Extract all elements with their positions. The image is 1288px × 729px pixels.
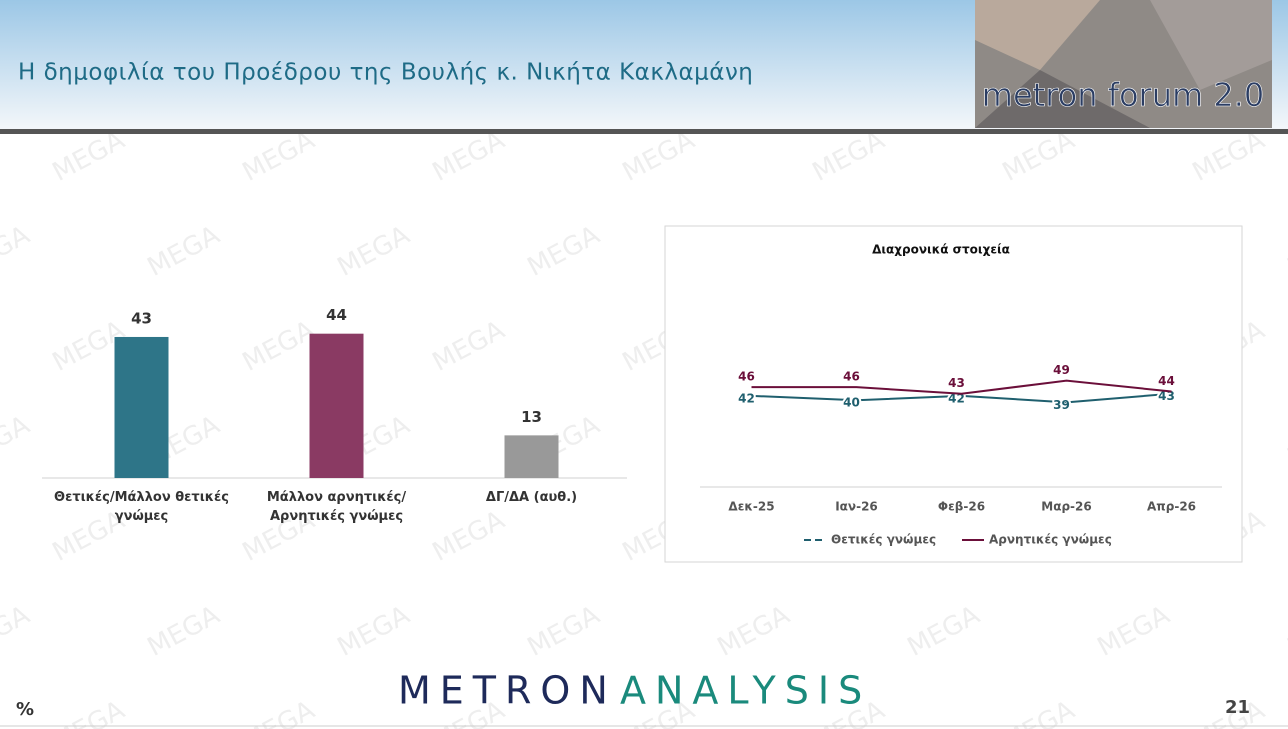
watermark: MEGA xyxy=(1188,125,1270,188)
data-label: 43 xyxy=(948,376,965,390)
watermark: MEGA xyxy=(713,600,795,663)
value-label: 43 xyxy=(131,309,152,327)
slide-title: Η δημοφιλία του Προέδρου της Βουλής κ. Ν… xyxy=(18,60,753,86)
brand-left: METRON xyxy=(398,669,617,713)
watermark: MEGA xyxy=(238,695,320,729)
legend-label: Αρνητικές γνώμες xyxy=(989,533,1112,547)
logo-shape xyxy=(975,0,1100,70)
series-line xyxy=(751,379,1172,395)
x-tick-label: Φεβ-26 xyxy=(938,500,985,514)
logo-shape xyxy=(1150,0,1272,90)
watermark: MEGA xyxy=(143,220,225,283)
bar xyxy=(309,333,364,478)
page-number: 21 xyxy=(1225,697,1250,718)
value-label: 44 xyxy=(326,306,347,324)
bar xyxy=(114,336,169,478)
x-tick-label: Ιαν-26 xyxy=(835,500,878,514)
watermark: MEGA xyxy=(238,315,320,378)
value-label: 13 xyxy=(521,408,542,426)
watermark: MEGA xyxy=(1283,600,1288,663)
series-line xyxy=(751,392,1172,404)
brand-right: ANALYSIS xyxy=(620,669,871,713)
watermark: MEGA xyxy=(523,220,605,283)
x-tick-label: Απρ-26 xyxy=(1147,500,1196,514)
x-tick-label: Δεκ-25 xyxy=(728,500,774,514)
watermark: MEGA xyxy=(333,220,415,283)
x-tick-label: ΔΓ/ΔΑ (αυθ.) xyxy=(485,490,578,505)
data-label: 46 xyxy=(843,370,860,384)
watermark: MEGA xyxy=(618,125,700,188)
data-label: 43 xyxy=(1158,389,1175,403)
watermark: MEGA xyxy=(0,600,35,663)
data-label: 42 xyxy=(738,391,755,405)
data-label: 49 xyxy=(1053,363,1070,377)
x-tick-label: Μαρ-26 xyxy=(1041,500,1091,514)
watermark: MEGA xyxy=(998,695,1080,729)
watermark: MEGA xyxy=(0,410,35,473)
x-tick-label: Θετικές/Μάλλον θετικές γνώμες xyxy=(54,490,229,524)
watermark: MEGA xyxy=(428,505,510,568)
watermark: MEGA xyxy=(238,125,320,188)
watermark: MEGA xyxy=(48,695,130,729)
logo-shape xyxy=(975,70,1150,128)
data-label: 44 xyxy=(1158,374,1175,388)
watermark: MEGA xyxy=(143,600,225,663)
logo-text: metron forum 2.0 xyxy=(982,76,1264,114)
watermark: MEGA xyxy=(1283,220,1288,283)
unit: % xyxy=(16,699,34,720)
line-chart-title: Διαχρονικά στοιχεία xyxy=(872,243,1010,257)
header-rule xyxy=(0,129,1288,134)
bar xyxy=(504,435,559,478)
watermark: MEGA xyxy=(903,600,985,663)
watermark: MEGA xyxy=(48,125,130,188)
data-label: 40 xyxy=(843,396,860,410)
x-tick-label: Μάλλον αρνητικές/Αρνητικές γνώμες xyxy=(266,490,407,524)
watermark: MEGA xyxy=(333,600,415,663)
watermark: MEGA xyxy=(808,125,890,188)
data-label: 46 xyxy=(738,370,755,384)
watermark: MEGA xyxy=(1283,410,1288,473)
watermark: MEGA xyxy=(0,220,35,283)
watermark: MEGA xyxy=(1093,600,1175,663)
legend-label: Θετικές γνώμες xyxy=(831,533,936,547)
logo: metron forum 2.0 xyxy=(975,0,1272,128)
watermark: MEGA xyxy=(523,600,605,663)
watermark: MEGA xyxy=(428,315,510,378)
watermark: MEGA xyxy=(428,125,510,188)
data-label: 39 xyxy=(1053,398,1070,412)
watermark: MEGA xyxy=(998,125,1080,188)
